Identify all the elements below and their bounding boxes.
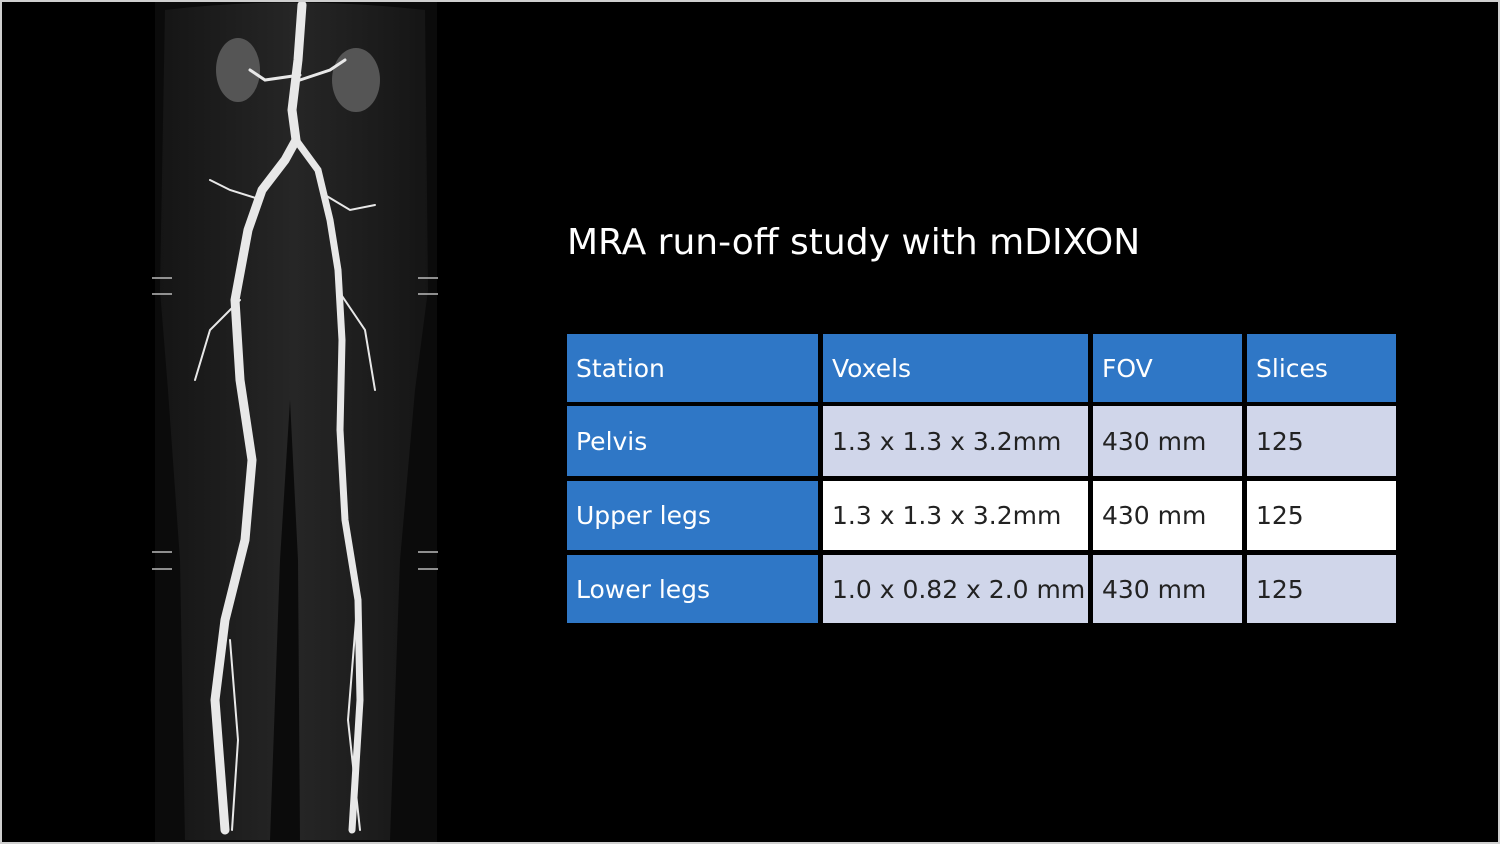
header-cell: Slices <box>1247 334 1396 402</box>
slide-title: MRA run-off study with mDIXON <box>567 222 1141 263</box>
table-cell: 430 mm <box>1093 481 1242 550</box>
table-cell: 125 <box>1247 555 1396 623</box>
header-cell: Voxels <box>823 334 1088 402</box>
table-cell: 1.3 x 1.3 x 3.2mm <box>823 481 1088 550</box>
table-cell: Pelvis <box>567 406 818 476</box>
table-cell: 430 mm <box>1093 406 1242 476</box>
table-cell: 125 <box>1247 406 1396 476</box>
table-cell: 1.0 x 0.82 x 2.0 mm <box>823 555 1088 623</box>
header-cell: Station <box>567 334 818 402</box>
mra-image <box>152 0 438 842</box>
table-cell: 430 mm <box>1093 555 1242 623</box>
table-cell: Upper legs <box>567 481 818 550</box>
table-cell: 125 <box>1247 481 1396 550</box>
header-cell: FOV <box>1093 334 1242 402</box>
table-cell: 1.3 x 1.3 x 3.2mm <box>823 406 1088 476</box>
table-cell: Lower legs <box>567 555 818 623</box>
